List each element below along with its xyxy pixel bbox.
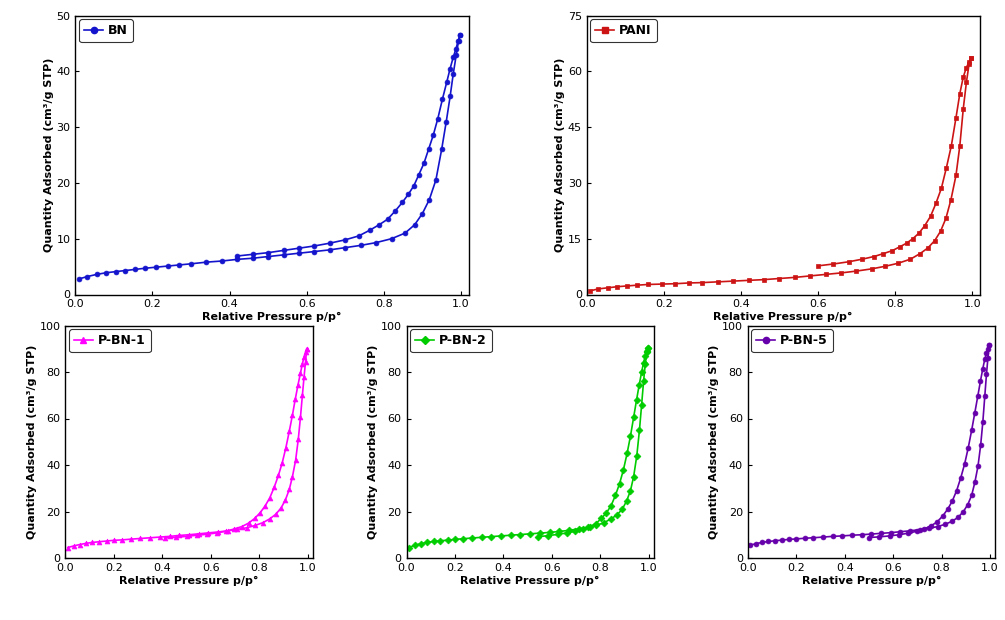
Legend: BN: BN: [79, 19, 133, 42]
Legend: P-BN-5: P-BN-5: [752, 329, 833, 352]
X-axis label: Relative Pressure p/p°: Relative Pressure p/p°: [460, 575, 600, 586]
Legend: P-BN-1: P-BN-1: [69, 329, 151, 352]
Y-axis label: Quantity Adsorbed (cm³/g STP): Quantity Adsorbed (cm³/g STP): [368, 345, 378, 539]
Legend: P-BN-2: P-BN-2: [410, 329, 491, 352]
X-axis label: Relative Pressure p/p°: Relative Pressure p/p°: [120, 575, 258, 586]
X-axis label: Relative Pressure p/p°: Relative Pressure p/p°: [714, 312, 853, 322]
Y-axis label: Quantity Adsorbed (cm³/g STP): Quantity Adsorbed (cm³/g STP): [555, 58, 565, 252]
Y-axis label: Quantity Adsorbed (cm³/g STP): Quantity Adsorbed (cm³/g STP): [710, 345, 719, 539]
X-axis label: Relative Pressure p/p°: Relative Pressure p/p°: [802, 575, 941, 586]
Y-axis label: Quantity Adsorbed (cm³/g STP): Quantity Adsorbed (cm³/g STP): [43, 58, 53, 252]
Y-axis label: Quantity Adsorbed (cm³/g STP): Quantity Adsorbed (cm³/g STP): [27, 345, 37, 539]
Legend: PANI: PANI: [590, 19, 656, 42]
X-axis label: Relative Pressure p/p°: Relative Pressure p/p°: [202, 312, 342, 322]
